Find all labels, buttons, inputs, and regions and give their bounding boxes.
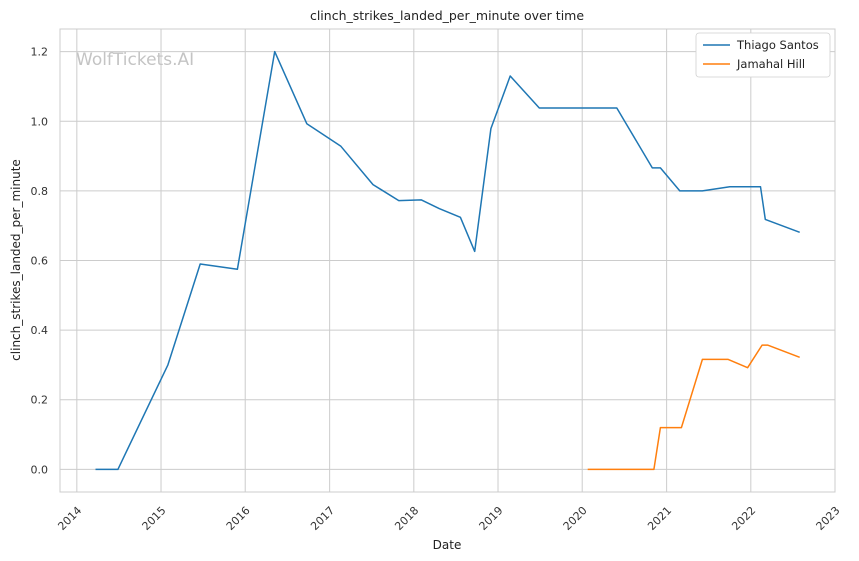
data-point-jamahal-hill (653, 468, 655, 470)
x-tick-label: 2023 (814, 504, 843, 533)
y-tick-label: 0.8 (31, 185, 49, 198)
y-axis-title: clinch_strikes_landed_per_minute (9, 159, 23, 361)
data-point-jamahal-hill (587, 468, 589, 470)
data-point-thiago-santos (651, 167, 653, 169)
x-tick-label: 2021 (645, 504, 674, 533)
data-point-thiago-santos (598, 107, 600, 109)
x-tick-label: 2019 (477, 504, 506, 533)
data-point-jamahal-hill (766, 344, 768, 346)
data-point-thiago-santos (306, 123, 308, 125)
data-point-thiago-santos (340, 145, 342, 147)
x-tick-label: 2014 (55, 504, 84, 533)
y-tick-label: 0.6 (31, 255, 49, 268)
data-point-jamahal-hill (727, 358, 729, 360)
data-point-thiago-santos (764, 218, 766, 220)
data-point-thiago-santos (236, 268, 238, 270)
series-line-thiago-santos (95, 50, 800, 471)
legend-box (695, 32, 831, 78)
data-point-thiago-santos (799, 231, 801, 233)
series-layer (94, 50, 801, 471)
data-point-thiago-santos (474, 250, 476, 252)
data-point-jamahal-hill (746, 367, 748, 369)
x-tick-label: 2022 (729, 504, 758, 533)
data-point-thiago-santos (679, 190, 681, 192)
x-axis-title: Date (433, 538, 462, 552)
data-point-jamahal-hill (680, 426, 682, 428)
data-point-thiago-santos (94, 468, 96, 470)
data-point-thiago-santos (616, 107, 618, 109)
x-axis-tick-labels: 2014 2015 2016 2017 2018 2019 2020 2021 2022 2023 (55, 504, 842, 533)
y-tick-label: 0.2 (31, 394, 49, 407)
data-point-thiago-santos (420, 199, 422, 201)
data-point-thiago-santos (274, 50, 276, 52)
y-tick-label: 1.0 (31, 115, 49, 128)
data-point-thiago-santos (438, 207, 440, 209)
legend-label-jamahal-hill: Jamahal Hill (736, 57, 805, 71)
data-point-thiago-santos (729, 186, 731, 188)
data-point-thiago-santos (459, 216, 461, 218)
x-tick-label: 2016 (224, 504, 253, 533)
plot-frame (59, 28, 836, 493)
x-tick-label: 2018 (392, 504, 421, 533)
series-line-jamahal-hill (587, 344, 800, 471)
data-point-jamahal-hill (701, 358, 703, 360)
data-point-thiago-santos (167, 364, 169, 366)
data-point-thiago-santos (398, 199, 400, 201)
data-point-thiago-santos (372, 183, 374, 185)
x-tick-label: 2020 (561, 504, 590, 533)
y-tick-label: 0.4 (31, 324, 49, 337)
data-point-thiago-santos (759, 186, 761, 188)
data-point-thiago-santos (117, 468, 119, 470)
data-point-thiago-santos (659, 167, 661, 169)
data-point-jamahal-hill (659, 426, 661, 428)
y-tick-label: 0.0 (31, 463, 49, 476)
watermark: WolfTickets.AI (76, 50, 194, 70)
y-tick-label: 1.2 (31, 46, 49, 59)
legend-label-thiago-santos: Thiago Santos (736, 38, 819, 52)
y-axis-tick-labels: 0.0 0.2 0.4 0.6 0.8 1.0 1.2 (31, 46, 49, 477)
data-point-thiago-santos (701, 190, 703, 192)
data-point-jamahal-hill (761, 344, 763, 346)
data-point-thiago-santos (490, 127, 492, 129)
data-point-jamahal-hill (799, 356, 801, 358)
data-point-thiago-santos (199, 263, 201, 265)
x-tick-label: 2017 (308, 504, 337, 533)
legend: Thiago Santos Jamahal Hill (695, 32, 831, 78)
chart-title: clinch_strikes_landed_per_minute over ti… (310, 8, 584, 23)
x-tick-label: 2015 (140, 504, 169, 533)
data-point-thiago-santos (538, 107, 540, 109)
data-point-thiago-santos (509, 75, 511, 77)
